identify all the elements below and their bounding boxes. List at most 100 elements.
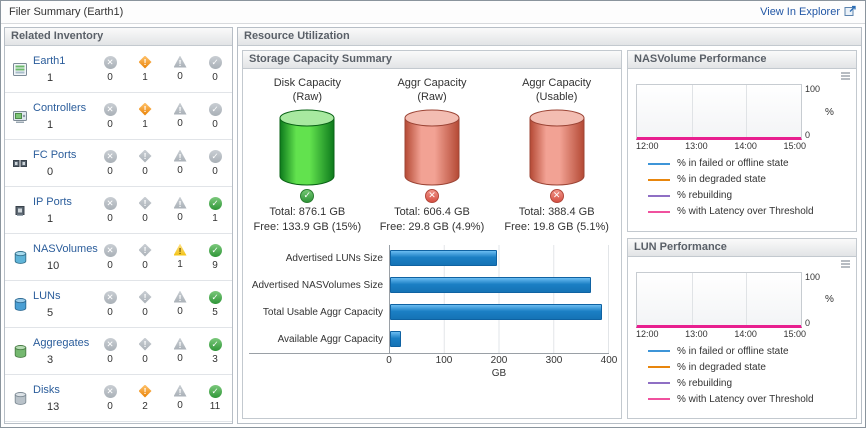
status-count: 0 [177, 305, 183, 317]
status-count: 1 [142, 71, 148, 83]
controller-icon [11, 109, 29, 124]
inventory-item-link[interactable]: Aggregates [33, 336, 90, 349]
legend-label: % with Latency over Threshold [677, 206, 814, 217]
inventory-item-count: 1 [47, 118, 54, 131]
x-tick: 15:00 [783, 141, 806, 151]
inventory-item-link[interactable]: IP Ports [33, 195, 72, 208]
status-count: 1 [177, 258, 183, 270]
bar-track [389, 325, 609, 353]
resource-utilization-body: Storage Capacity Summary Disk Capacity (R… [238, 46, 861, 423]
status-count: 0 [212, 165, 218, 177]
bar [390, 304, 603, 320]
inventory-item-link[interactable]: LUNs [33, 289, 61, 302]
status-ok: ✓ 1 [205, 196, 225, 224]
inventory-item-count: 10 [47, 259, 60, 272]
inventory-row-ip-ports[interactable]: IP Ports 1 ✕ 0! 0! 0 ✓ 1 [5, 187, 232, 234]
status-count: 5 [212, 306, 218, 318]
critical-status-icon: ! [138, 196, 152, 210]
nasvolume-performance-panel: NASVolume Performance 100 0 [627, 50, 857, 232]
inventory-row-controllers[interactable]: Controllers 1 ✕ 0! 1! 0 ✓ 0 [5, 93, 232, 140]
error-status-icon: ✕ [103, 337, 117, 351]
legend-label: % in degraded state [677, 174, 766, 185]
inventory-row-aggregates[interactable]: Aggregates 3 ✕ 0! 0! 0 ✓ 3 [5, 328, 232, 375]
inventory-row-disks[interactable]: Disks 13 ✕ 0! 2! 0 ✓ 11 [5, 375, 232, 422]
status-count: 0 [142, 259, 148, 271]
critical-status-icon: ! [138, 290, 152, 304]
capacity-cylinder [279, 109, 335, 186]
legend-item: % in failed or offline state [648, 158, 850, 169]
ok-status-icon: ✓ [208, 337, 222, 351]
critical-status-icon: ! [138, 337, 152, 351]
bar-x-label: GB [491, 367, 507, 379]
error-status-icon: ✕ [103, 243, 117, 257]
legend-swatch [648, 162, 670, 165]
inventory-item-link[interactable]: Controllers [33, 101, 87, 114]
inventory-row-nasvolumes[interactable]: NASVolumes 10 ✕ 0! 0! 1 ✓ 9 [5, 234, 232, 281]
chart-menu-icon[interactable] [840, 71, 851, 84]
legend-item: % in degraded state [648, 174, 850, 185]
content-area: Related Inventory Earth1 1 ✕ 0! 1! 0 ✓ 0 Control… [1, 24, 865, 427]
legend-label: % rebuilding [677, 377, 733, 389]
status-ok: ✓ 9 [205, 243, 225, 271]
title-bar: Filer Summary (Earth1) View In Explorer [1, 1, 865, 24]
inventory-item-link[interactable]: FC Ports [33, 148, 77, 161]
lun-performance-plot [636, 271, 802, 328]
view-in-explorer-link[interactable]: View In Explorer [760, 5, 857, 20]
legend-swatch [648, 178, 670, 181]
inventory-row-earth1[interactable]: Earth1 1 ✕ 0! 1! 0 ✓ 0 [5, 46, 232, 93]
y-axis: 100 0 [802, 272, 823, 328]
status-count: 0 [142, 306, 148, 318]
inventory-item-link[interactable]: NASVolumes [33, 242, 98, 255]
storage-capacity-header: Storage Capacity Summary [243, 51, 621, 69]
status-error: ✕ 0 [100, 290, 120, 318]
inventory-row-luns[interactable]: LUNs 5 ✕ 0! 0! 0 ✓ 5 [5, 281, 232, 328]
ok-status-icon: ✓ [300, 188, 315, 203]
status-count: 0 [177, 70, 183, 82]
x-tick: 13:00 [685, 141, 708, 151]
status-count: 0 [107, 400, 113, 412]
status-count: 0 [142, 353, 148, 365]
status-warning: ! 0 [170, 290, 190, 318]
gauge-free: Free: 19.8 GB (5.1%) [504, 220, 609, 233]
bar-row: Available Aggr Capacity [249, 325, 609, 353]
x-tick: 13:00 [685, 328, 708, 339]
status-warning: ! 0 [170, 149, 190, 177]
status-count: 1 [212, 212, 218, 224]
critical-status-icon: ! [138, 55, 152, 69]
legend-label: % in failed or offline state [677, 345, 789, 357]
gauges-row: Disk Capacity (Raw) ✓ Total: 876.1 GB Free: … [243, 69, 621, 237]
capacity-bar-chart: Advertised LUNs Size Advertised NASVolume… [243, 237, 621, 419]
inventory-item-link[interactable]: Disks [33, 383, 60, 396]
ok-status-icon: ✓ [208, 55, 222, 69]
ok-status-icon: ✓ [208, 149, 222, 163]
inventory-item-link[interactable]: Earth1 [33, 54, 66, 67]
chart-menu-icon[interactable] [840, 259, 851, 272]
status-error: ✕ 0 [100, 243, 120, 271]
status-warning: ! 0 [170, 102, 190, 130]
critical-status-icon: ! [138, 384, 152, 398]
legend-item: % rebuilding [648, 378, 850, 389]
bar [390, 331, 401, 347]
chart-legend: % in failed or offline state % in degrade… [636, 346, 850, 405]
status-critical: ! 1 [135, 102, 155, 130]
status-count: 0 [107, 212, 113, 224]
status-error: ✕ 0 [100, 102, 120, 130]
bar-ticks: 0 100 200 300 400 [386, 354, 617, 368]
aggregate-icon [11, 344, 29, 359]
resource-utilization-panel: Resource Utilization Storage Capacity Su… [237, 27, 862, 424]
inventory-item-count: 3 [47, 353, 54, 366]
view-in-explorer-label: View In Explorer [760, 6, 840, 18]
latency-series-line [637, 324, 801, 327]
status-count: 0 [107, 71, 113, 83]
critical-status-icon: ! [138, 102, 152, 116]
legend-label: % in degraded state [677, 361, 766, 373]
lun-performance-header: LUN Performance [628, 238, 856, 257]
inventory-row-fc-ports[interactable]: FC Ports 0 ✕ 0! 0! 0 ✓ 0 [5, 140, 232, 187]
status-error: ✕ 0 [100, 196, 120, 224]
status-critical: ! 0 [135, 243, 155, 271]
y-tick-min: 0 [805, 130, 811, 140]
axis-tick: 300 [545, 354, 563, 366]
status-count: 0 [142, 212, 148, 224]
legend-item: % with Latency over Threshold [648, 206, 850, 217]
